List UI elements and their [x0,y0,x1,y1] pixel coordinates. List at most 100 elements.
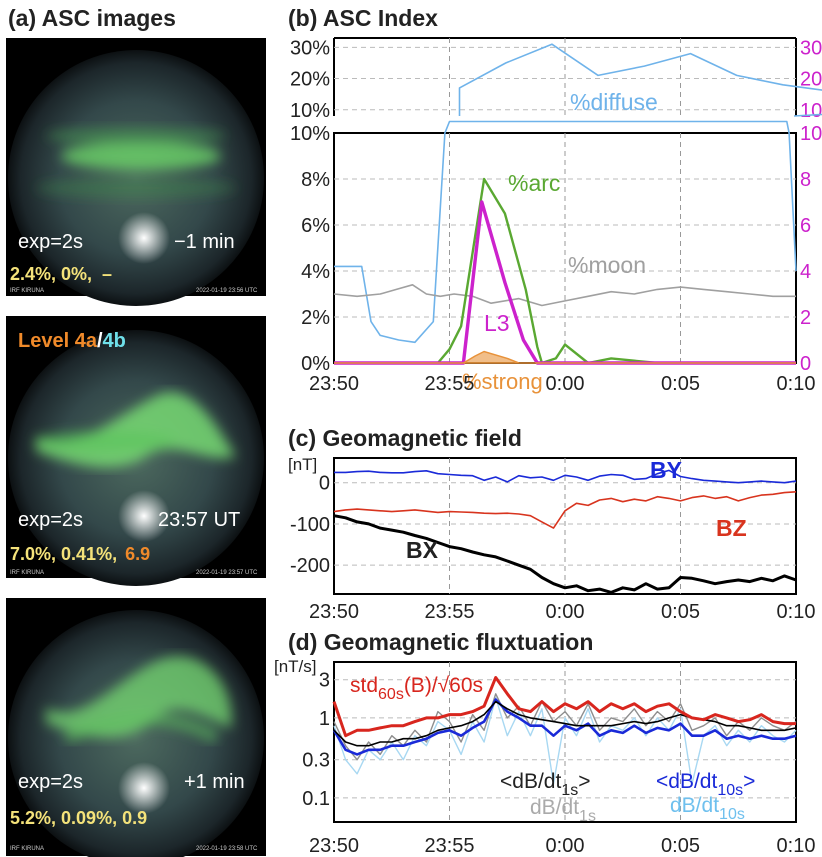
series-std60s-b---60s [332,676,796,738]
series-moon [333,283,796,307]
aurora-glow [36,128,236,198]
geomagnetic-fluctuation-plot: 310.30.1[nT/s]std60s(B)/√60s<dB/dt1s>dB/… [274,657,797,825]
series-BZ [333,491,797,529]
label-L3: L3 [484,310,510,336]
x-tick-label: 0:10 [777,835,816,857]
y-tick-label: -100 [290,514,330,536]
label-avg-dbdt-10s: <dB/dt10s> [656,770,755,799]
x-tick-label: 0:05 [661,373,700,395]
label-dbdt-1s: dB/dt1s [530,796,596,825]
label-BY: BY [650,457,682,483]
x-tick-label: 23:50 [309,373,359,395]
series-db-dt1s [333,693,797,761]
y-tick-label: 8% [301,169,330,191]
y-tick-label-right: 10 [800,100,822,122]
site-label: IRF KIRUNA [10,846,44,852]
asc-stats: 5.2%, 0.09%, 0.9 [10,808,147,828]
y-tick-label: 4% [301,261,330,283]
y-tick-label: 0.1 [302,788,330,810]
level-label: Level 4a/4b [18,330,126,352]
label-diffuse: %diffuse [570,89,658,115]
series--db-dt1s- [333,700,797,747]
y-tick-label-right: 4 [800,261,811,283]
y-tick-label-right: 20 [800,69,822,91]
series-BY [334,469,797,484]
y-tick-label: 0% [301,353,330,375]
x-tick-label: 0:05 [661,835,700,857]
timestamp-label: 2022-01-19 23:56 UTC [196,288,258,294]
site-label: IRF KIRUNA [10,288,44,294]
asc-image-2357: Level 4a/4b exp=2s 23:57 UT 7.0%, 0.41%,… [6,316,266,586]
timestamp-label: 2022-01-19 23:58 UTC [196,846,258,852]
y-tick-label: 10% [290,100,330,122]
series--db-dt10s- [332,698,797,756]
exposure-label: exp=2s [18,771,83,793]
y-tick-label-right: 10 [800,123,822,145]
y-tick-label: 10% [290,123,330,145]
time-label: 23:57 UT [158,509,240,531]
label-BX: BX [406,537,439,563]
x-tick-label: 0:00 [546,835,585,857]
y-unit-label: [nT/s] [274,657,317,676]
label-std: std60s(B)/√60s [350,674,483,703]
series-diffuse-top [458,43,822,117]
aurora-glow [46,656,232,744]
exposure-label: exp=2s [18,509,83,531]
y-tick-label-right: 8 [800,169,811,191]
moon-glare [118,212,170,264]
series-strong [334,350,796,364]
y-tick-label: 20% [290,69,330,91]
series-diffuse [334,120,797,344]
x-tick-label: 0:10 [777,601,816,623]
label-avg-dbdt-1s: <dB/dt1s> [500,770,590,799]
y-tick-label-right: 30 [800,37,822,59]
panel-a-title: (a) ASC images [8,5,176,31]
plot-frame [333,132,797,364]
aurora-glow [36,392,236,468]
y-tick-label: 0.3 [302,750,330,772]
x-tick-label: 23:55 [424,835,474,857]
moon-glare [118,762,170,814]
x-tick-label: 23:55 [424,601,474,623]
label-moon: %moon [568,252,646,278]
panel-b-title: (b) ASC Index [288,5,438,31]
y-tick-label: 0 [319,473,330,495]
x-tick-label: 0:05 [661,601,700,623]
x-axis-ticks-b: 23:50 23:55 0:00 0:05 0:10 [309,373,816,395]
y-tick-label: 6% [301,215,330,237]
x-tick-label: 0:10 [777,373,816,395]
y-tick-label: 2% [301,307,330,329]
label-arc: %arc [508,170,560,196]
label-BZ: BZ [716,515,747,541]
asc-stats: 2.4%, 0%, – [10,264,112,284]
x-tick-label: 23:50 [309,601,359,623]
y-tick-label: 3 [319,670,330,692]
asc-stats: 7.0%, 0.41%, 6.9 [10,544,150,564]
time-label: −1 min [174,231,235,253]
y-tick-label-right: 2 [800,307,811,329]
exposure-label: exp=2s [18,231,83,253]
geomagnetic-field-plot: 0 -100 -200 [nT] BY BZ BX [288,455,797,595]
time-label: +1 min [184,771,245,793]
asc-image-plus-1: exp=2s +1 min 5.2%, 0.09%, 0.9 IRF KIRUN… [6,598,266,857]
y-unit-label: [nT] [288,455,317,474]
panel-d-title: (d) Geomagnetic fluxtuation [288,629,593,655]
x-tick-label: 0:00 [546,373,585,395]
x-axis-ticks-c: 23:50 23:55 0:00 0:05 0:10 [309,601,816,623]
asc-index-top-subplot: 30% 30 20% 20 10% 10 %diffuse [290,37,822,122]
y-tick-label-right: 6 [800,215,811,237]
asc-index-main-subplot: 0% 0 2% 2 4% 4 6% 6 8% 8 10% 10 %arc %moon L3 %strong [290,120,822,394]
site-label: IRF KIRUNA [10,570,44,576]
x-axis-ticks-d: 23:50 23:55 0:00 0:05 0:10 [309,835,816,857]
y-tick-label: 1 [319,708,330,730]
x-tick-label: 23:55 [424,373,474,395]
y-tick-label: -200 [290,555,330,577]
label-dbdt-10s: dB/dt10s [670,794,745,823]
asc-image-minus-1: exp=2s −1 min 2.4%, 0%, – IRF KIRUNA 2022… [6,38,266,306]
series-BX [333,514,797,594]
label-strong: %strong [462,369,543,394]
panel-c-title: (c) Geomagnetic field [288,425,522,451]
timestamp-label: 2022-01-19 23:57 UTC [196,570,258,576]
moon-glare [118,490,170,542]
